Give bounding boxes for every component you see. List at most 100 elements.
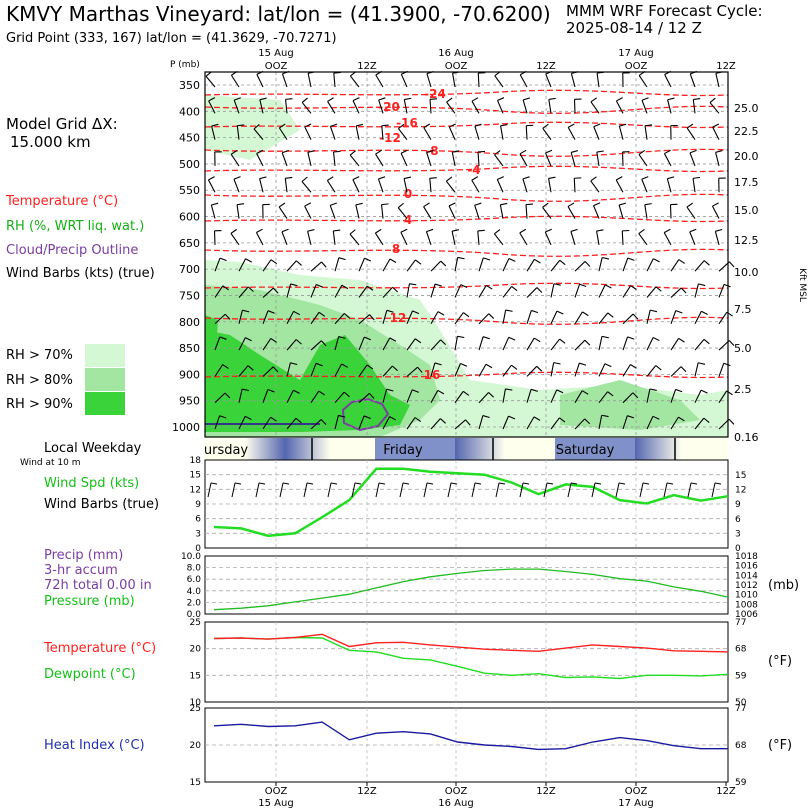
wind-barb-flag bbox=[604, 284, 612, 289]
wind-barb bbox=[502, 309, 513, 324]
wind-barb-staff bbox=[686, 206, 696, 219]
wind-barb bbox=[497, 97, 505, 114]
wind-barb bbox=[519, 149, 528, 167]
pressure-ytick-right: 1016 bbox=[735, 562, 758, 572]
wind-barb-flag bbox=[584, 261, 591, 267]
wind-barb-staff bbox=[598, 363, 606, 377]
wind-barb-flag bbox=[548, 176, 556, 179]
wind-barb-staff bbox=[718, 363, 725, 377]
wind-barb bbox=[382, 286, 399, 298]
wind-barb-flag bbox=[426, 149, 434, 154]
wind-barb-flag bbox=[649, 388, 657, 391]
height-tick-label: 22.5 bbox=[734, 125, 759, 138]
surface-wind-barb-flag bbox=[474, 482, 482, 485]
wind-barb bbox=[238, 309, 250, 324]
wind-barb bbox=[550, 389, 564, 403]
wind-barb bbox=[378, 97, 386, 114]
wind-barb bbox=[493, 229, 504, 246]
surface-wind-barb bbox=[327, 482, 338, 498]
wind-barb-staff bbox=[278, 127, 288, 140]
wind-barb-flag bbox=[349, 229, 356, 235]
wind-barb-staff bbox=[406, 417, 416, 430]
wind-barb-staff bbox=[451, 152, 456, 167]
wind-barb-staff bbox=[598, 312, 609, 325]
wind-barb-staff bbox=[326, 180, 336, 193]
wind-barb-staff bbox=[446, 101, 456, 114]
wind-barb bbox=[406, 366, 423, 377]
wind-barb bbox=[574, 339, 591, 351]
wind-barb-staff bbox=[406, 310, 413, 324]
wind-barb-staff bbox=[255, 232, 264, 246]
wind-barb-staff bbox=[310, 419, 322, 430]
wind-barb bbox=[286, 339, 302, 351]
wind-barb-staff bbox=[525, 204, 528, 219]
wind-barb-flag bbox=[267, 310, 275, 314]
wind-barb bbox=[426, 149, 434, 167]
wind-barb-staff bbox=[622, 257, 629, 272]
wind-barb-flag bbox=[222, 285, 229, 291]
wind-barb bbox=[544, 228, 552, 246]
wind-barb-staff bbox=[256, 74, 264, 88]
wind-barb-staff bbox=[598, 415, 603, 430]
wind-barb-staff bbox=[663, 232, 672, 246]
wind-speed-ytick-right: 3 bbox=[735, 529, 741, 539]
surface-wind-barb-flag bbox=[546, 482, 554, 485]
wind-barb-flag bbox=[414, 417, 422, 422]
wind-barb-staff bbox=[548, 99, 552, 114]
wind-barb-flag bbox=[483, 257, 491, 261]
wind-barb bbox=[286, 362, 298, 377]
weekday-segment-4 bbox=[555, 438, 635, 460]
wind-barb bbox=[430, 418, 446, 430]
cross-section-frame bbox=[204, 71, 729, 438]
wind-barb bbox=[400, 228, 408, 246]
wind-barb bbox=[502, 415, 516, 430]
wind-barb-flag bbox=[678, 337, 685, 343]
surface-wind-barb-staff bbox=[471, 482, 476, 498]
surface-wind-barb-staff bbox=[687, 482, 692, 498]
wind-barb-staff bbox=[307, 231, 312, 245]
wind-barb bbox=[474, 202, 482, 219]
wind-barb-flag bbox=[641, 97, 649, 101]
wind-barb bbox=[502, 388, 513, 403]
wind-barb-staff bbox=[574, 390, 583, 403]
wind-barb bbox=[519, 228, 528, 246]
wind-barb-staff bbox=[478, 313, 490, 325]
pressure-tick-label: 800 bbox=[179, 316, 200, 329]
wind-barb-staff bbox=[454, 336, 458, 351]
wind-barb bbox=[214, 257, 227, 272]
wind-barb-staff bbox=[570, 231, 576, 246]
wind-barb bbox=[238, 337, 252, 351]
wind-barb-staff bbox=[406, 389, 413, 403]
wind-barb bbox=[377, 176, 386, 193]
temperature-ytick: 20 bbox=[190, 645, 202, 655]
wind-barb-staff bbox=[622, 285, 632, 298]
wind-barb bbox=[709, 97, 720, 114]
pressure-tick-label: 900 bbox=[179, 368, 200, 381]
bottom-date-label: 16 Aug bbox=[438, 798, 473, 809]
precip-label: Precip (mm) bbox=[44, 548, 124, 563]
wind-barb-flag bbox=[230, 228, 238, 234]
wind-barb-flag bbox=[381, 203, 389, 206]
wind-barb-flag bbox=[381, 124, 389, 127]
surface-wind-barb-flag bbox=[714, 482, 722, 485]
wind-barb-staff bbox=[374, 232, 384, 246]
pressure-ytick: 10.0 bbox=[181, 552, 201, 562]
wind-speed-ytick-right: 15 bbox=[735, 471, 746, 481]
wind-barb-flag bbox=[567, 123, 575, 128]
wind-barb-staff bbox=[522, 178, 528, 193]
wind-barb bbox=[667, 97, 675, 114]
wind-barb-staff bbox=[214, 257, 221, 272]
wind-barb-flag bbox=[222, 364, 229, 369]
wind-barb bbox=[326, 176, 336, 193]
wind-barb-staff bbox=[310, 390, 320, 403]
surface-wind-barb-staff bbox=[423, 482, 428, 498]
wind-barb-flag bbox=[545, 228, 552, 233]
wind-barb bbox=[233, 97, 241, 114]
wind-barb-staff bbox=[358, 258, 365, 272]
temperature-ytick: 25 bbox=[190, 618, 201, 628]
surface-wind-barb bbox=[639, 482, 650, 498]
wind-barb-flag bbox=[632, 313, 639, 320]
wind-barb-flag bbox=[553, 362, 561, 365]
wind-barb bbox=[615, 97, 624, 114]
wind-barb bbox=[638, 149, 648, 167]
